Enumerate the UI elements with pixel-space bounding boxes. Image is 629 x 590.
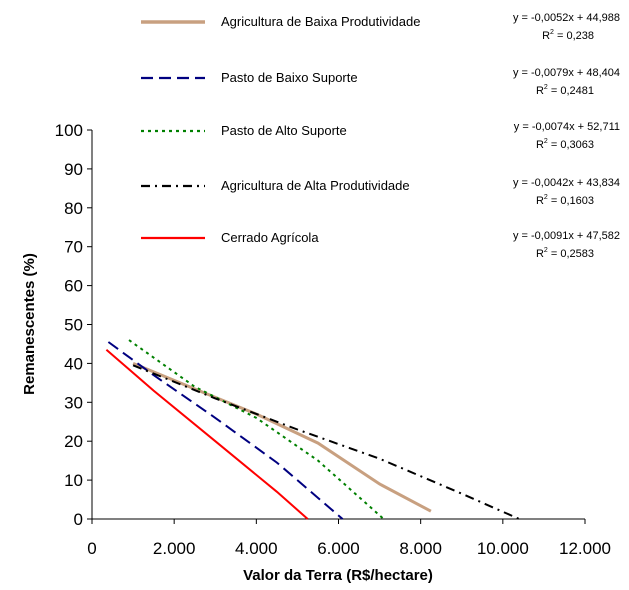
equation-4: y = -0,0091x + 47,582 — [513, 230, 620, 242]
equation-0: y = -0,0052x + 44,988 — [513, 12, 620, 24]
series-line-2 — [128, 339, 385, 520]
legend-label-3: Agricultura de Alta Produtividade — [221, 178, 410, 193]
y-tick-label: 40 — [64, 354, 83, 373]
legend-label-1: Pasto de Baixo Suporte — [221, 70, 358, 85]
x-tick-label: 0 — [87, 539, 96, 558]
series-line-4 — [105, 349, 309, 520]
x-tick-label: 2.000 — [153, 539, 196, 558]
y-ticks: 0 10 20 30 40 50 60 70 80 90 100 — [55, 121, 92, 529]
legend: Agricultura de Baixa Produtividade Pasto … — [141, 14, 420, 245]
r-squared-3: R2 = 0,1603 — [536, 194, 594, 207]
y-tick-label: 90 — [64, 160, 83, 179]
y-tick-label: 20 — [64, 432, 83, 451]
r-squared-1: R2 = 0,2481 — [536, 84, 594, 97]
y-tick-label: 100 — [55, 121, 83, 140]
equation-3: y = -0,0042x + 43,834 — [513, 177, 620, 189]
series-line-0 — [132, 362, 432, 513]
x-tick-label: 4.000 — [235, 539, 278, 558]
y-tick-label: 70 — [64, 238, 83, 257]
y-tick-label: 10 — [64, 471, 83, 490]
x-tick-label: 10.000 — [477, 539, 529, 558]
x-tick-label: 6.000 — [317, 539, 360, 558]
y-tick-label: 0 — [74, 510, 83, 529]
trendline-equations: y = -0,0052x + 44,988 R2 = 0,238 y = -0,00… — [513, 12, 620, 260]
legend-label-4: Cerrado Agrícola — [221, 230, 319, 245]
y-tick-label: 30 — [64, 393, 83, 412]
x-axis-title: Valor da Terra (R$/hectare) — [243, 567, 433, 584]
x-tick-label: 12.000 — [559, 539, 611, 558]
series-line-3 — [132, 364, 520, 520]
y-tick-label: 80 — [64, 199, 83, 218]
r-squared-2: R2 = 0,3063 — [536, 138, 594, 151]
y-tick-label: 50 — [64, 316, 83, 335]
legend-label-2: Pasto de Alto Suporte — [221, 123, 347, 138]
x-tick-label: 8.000 — [399, 539, 442, 558]
x-ticks: 0 2.000 4.000 6.000 8.000 10.000 12.000 — [87, 519, 611, 558]
series-lines — [105, 339, 520, 520]
r-squared-4: R2 = 0,2583 — [536, 247, 594, 260]
series-line-1 — [107, 341, 344, 520]
y-axis-title: Remanescentes (%) — [21, 253, 38, 395]
equation-2: y = -0,0074x + 52,711 — [514, 121, 620, 133]
r-squared-0: R2 = 0,238 — [542, 29, 594, 42]
equation-1: y = -0,0079x + 48,404 — [513, 67, 620, 79]
y-tick-label: 60 — [64, 277, 83, 296]
legend-label-0: Agricultura de Baixa Produtividade — [221, 14, 420, 29]
